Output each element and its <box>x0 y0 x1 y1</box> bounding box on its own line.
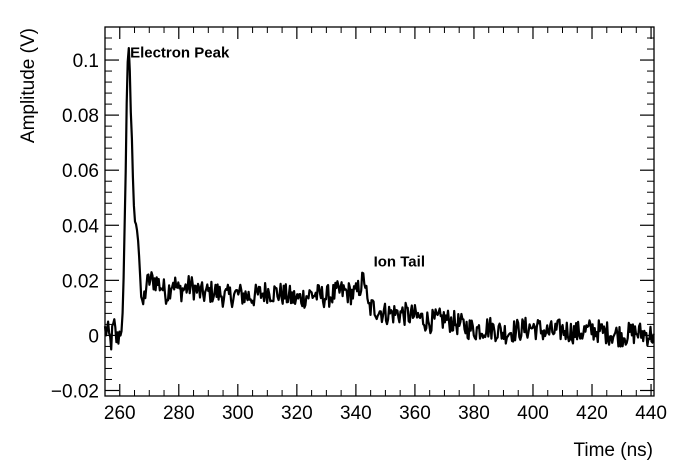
annotations: Electron Peak Ion Tail <box>130 44 425 270</box>
x-tick-label: 260 <box>104 403 136 424</box>
plot-frame <box>104 26 655 397</box>
x-tick-label: 420 <box>576 403 608 424</box>
x-tick-label: 380 <box>458 403 490 424</box>
y-tick-label: 0.06 <box>62 161 99 182</box>
y-axis-title: Amplitude (V) <box>18 28 39 143</box>
x-tick-label: 300 <box>222 403 254 424</box>
x-tick-label: 400 <box>517 403 549 424</box>
x-axis-title: Time (ns) <box>573 440 653 461</box>
x-tick-label: 440 <box>635 403 667 424</box>
y-axis-ticks: −0.02 0 0.02 0.04 0.06 0.08 0.1 <box>51 26 654 402</box>
y-tick-label: 0.08 <box>62 106 99 127</box>
waveform-series-line <box>103 47 655 351</box>
x-tick-label: 280 <box>163 403 195 424</box>
y-tick-label: 0 <box>88 326 99 347</box>
y-tick-label: −0.02 <box>51 381 99 402</box>
y-tick-label: 0.04 <box>62 216 99 237</box>
y-tick-label: 0.1 <box>73 51 99 72</box>
annotation-label: Ion Tail <box>374 254 425 271</box>
x-axis-ticks: 260 280 300 320 340 360 380 400 420 440 <box>104 27 667 424</box>
x-tick-label: 320 <box>281 403 313 424</box>
annotation-label: Electron Peak <box>130 44 230 61</box>
x-tick-label: 360 <box>399 403 431 424</box>
x-tick-label: 340 <box>340 403 372 424</box>
y-tick-label: 0.02 <box>62 271 99 292</box>
